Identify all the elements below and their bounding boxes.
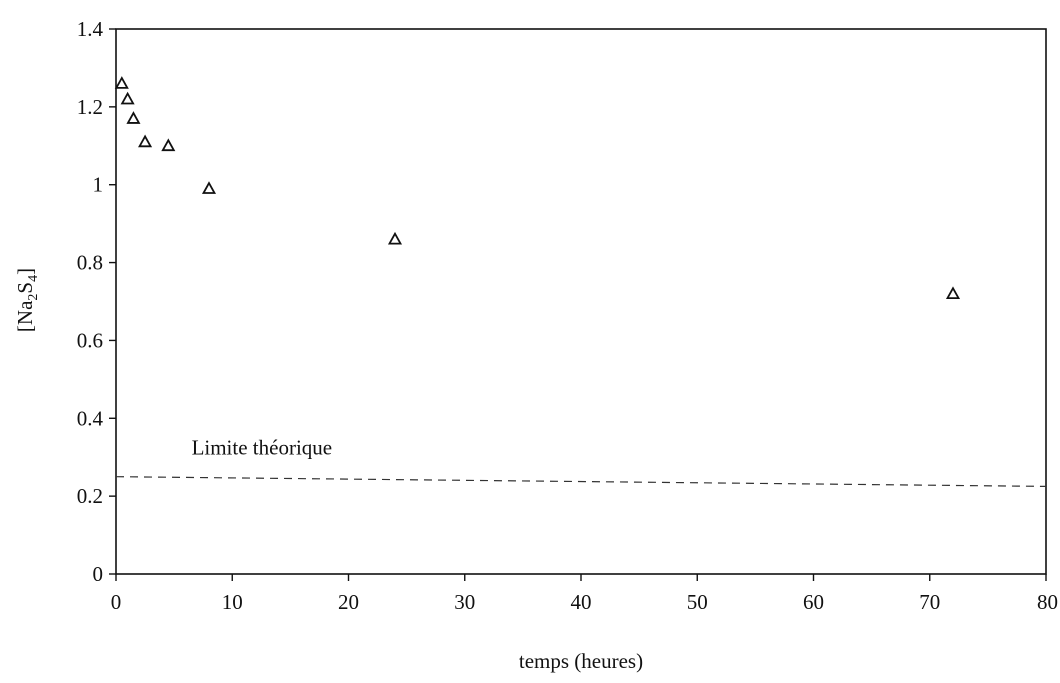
y-axis-title-sub: 4 (26, 275, 41, 282)
reference-line-label: Limite théorique (192, 436, 333, 460)
y-tick-label: 0.6 (77, 328, 103, 352)
data-point (387, 231, 403, 245)
data-points (114, 76, 961, 300)
y-axis-title-part: [Na (13, 300, 37, 332)
data-point (138, 134, 153, 148)
data-point (161, 138, 176, 152)
x-tick-label: 30 (454, 590, 475, 614)
x-axis-title: temps (heures) (519, 649, 643, 673)
data-point (120, 91, 135, 105)
x-tick-label: 10 (222, 590, 243, 614)
x-tick-label: 60 (803, 590, 824, 614)
x-axis: 0 10 20 30 40 50 60 70 80 (111, 574, 1058, 614)
plot-frame (115, 28, 1047, 575)
data-point (945, 286, 961, 300)
x-tick-label: 20 (338, 590, 359, 614)
y-axis-title-part: ] (13, 268, 37, 275)
y-tick-label: 1.4 (77, 17, 104, 41)
x-tick-label: 40 (571, 590, 592, 614)
y-tick-label: 1.2 (77, 95, 103, 119)
y-axis-title-part: S (13, 282, 37, 294)
reference-line (115, 476, 1047, 488)
x-tick-label: 70 (919, 590, 940, 614)
y-tick-label: 0.8 (77, 251, 103, 275)
x-tick-label: 0 (111, 590, 122, 614)
y-tick-label: 0 (93, 562, 104, 586)
data-point (201, 181, 217, 194)
y-axis-title-sub: 2 (26, 294, 41, 301)
data-point (114, 76, 129, 89)
x-tick-label: 50 (687, 590, 708, 614)
y-tick-label: 0.2 (77, 484, 103, 508)
y-tick-label: 1 (93, 173, 104, 197)
x-tick-label: 80 (1037, 590, 1058, 614)
data-point (126, 111, 141, 124)
y-axis: 0 0.2 0.4 0.6 0.8 1 1.2 1.4 (77, 17, 116, 586)
y-axis-title: [Na2S4] (13, 268, 41, 332)
y-tick-label: 0.4 (77, 406, 104, 430)
